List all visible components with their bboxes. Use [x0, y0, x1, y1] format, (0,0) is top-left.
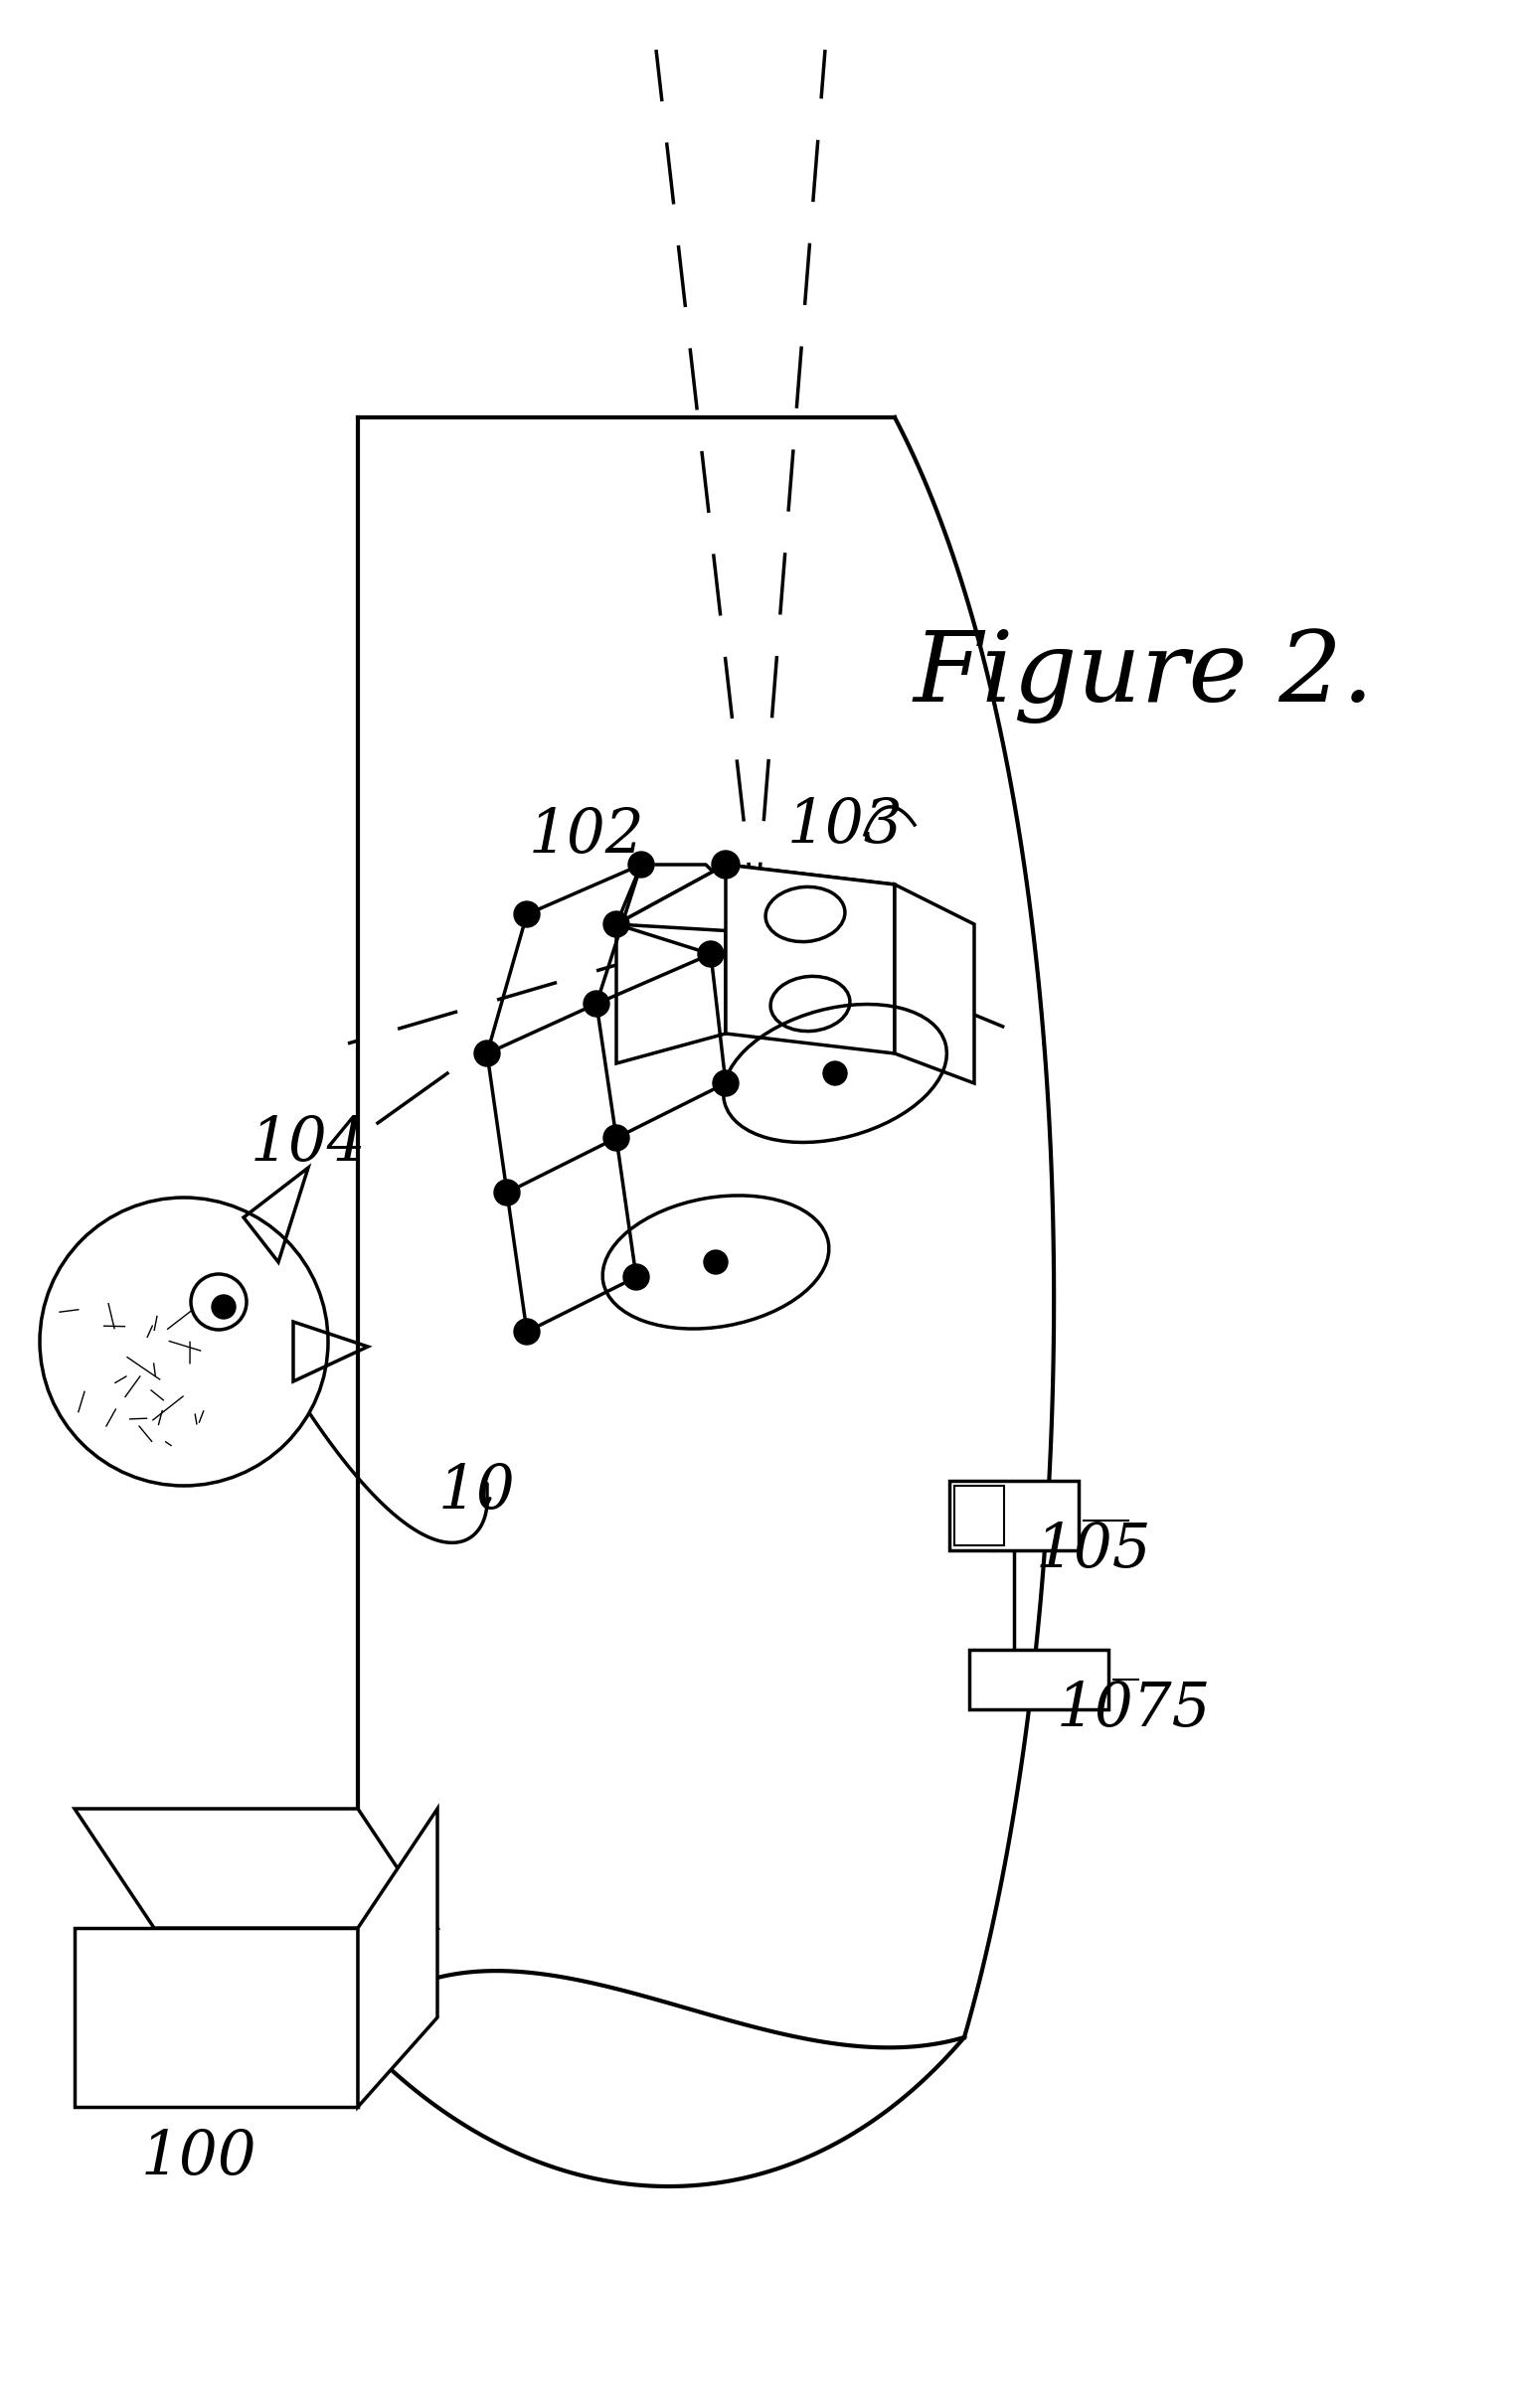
Polygon shape [75, 1929, 357, 2107]
Text: 10: 10 [438, 1462, 516, 1519]
Polygon shape [894, 884, 975, 1084]
Polygon shape [357, 1808, 438, 2107]
Polygon shape [726, 864, 894, 1052]
Polygon shape [616, 864, 726, 1064]
Circle shape [584, 990, 610, 1016]
Circle shape [604, 1125, 630, 1151]
Circle shape [823, 1062, 847, 1086]
Text: 1075: 1075 [1056, 1678, 1211, 1739]
Polygon shape [969, 1649, 1109, 1710]
Circle shape [514, 901, 540, 927]
Circle shape [494, 1180, 520, 1206]
Circle shape [475, 1040, 500, 1067]
Circle shape [624, 1264, 649, 1291]
Circle shape [698, 942, 724, 968]
Circle shape [712, 850, 739, 879]
Circle shape [704, 1250, 727, 1274]
Text: 104: 104 [251, 1112, 367, 1173]
Polygon shape [954, 1486, 1004, 1546]
Text: 102: 102 [529, 804, 645, 864]
Text: 103: 103 [786, 795, 903, 855]
Circle shape [628, 852, 654, 877]
Polygon shape [949, 1481, 1078, 1551]
Circle shape [40, 1197, 329, 1486]
Circle shape [713, 1069, 739, 1096]
Circle shape [514, 1320, 540, 1344]
Text: Figure 2.: Figure 2. [913, 628, 1373, 722]
Circle shape [604, 910, 630, 937]
Polygon shape [75, 1808, 438, 1929]
Text: 105: 105 [1036, 1519, 1151, 1580]
Text: 100: 100 [141, 2126, 257, 2186]
Circle shape [211, 1296, 236, 1320]
Polygon shape [616, 864, 894, 934]
